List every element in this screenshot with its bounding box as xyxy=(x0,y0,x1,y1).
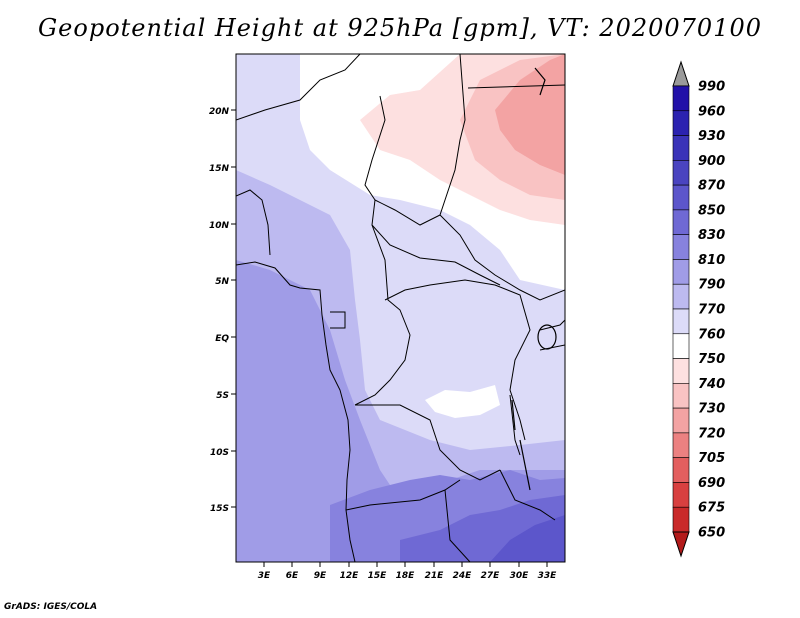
lon-label-27e: 27E xyxy=(481,571,501,581)
colorbar-label: 810 xyxy=(698,253,725,268)
colorbar-swatch xyxy=(672,333,690,359)
colorbar-swatch xyxy=(672,110,690,136)
lon-label-6e: 6E xyxy=(286,571,299,581)
map-title: Geopotential Height at 925hPa [gpm], VT:… xyxy=(38,14,762,42)
colorbar-label: 690 xyxy=(698,476,725,491)
colorbar-swatch xyxy=(672,358,690,384)
colorbar-label: 790 xyxy=(698,278,725,293)
colorbar-label: 870 xyxy=(698,179,725,194)
lat-label-10s: 10S xyxy=(210,448,229,458)
lat-label-15s: 15S xyxy=(210,504,229,514)
longitude-axis: 3E 6E 9E 12E 15E 18E 21E 24E 27E 30E 33E xyxy=(258,562,557,581)
lon-label-21e: 21E xyxy=(425,571,445,581)
lat-label-eq: EQ xyxy=(215,334,229,344)
colorbar-swatch xyxy=(672,135,690,161)
lon-label-9e: 9E xyxy=(314,571,327,581)
lon-label-18e: 18E xyxy=(396,571,416,581)
colorbar-label: 850 xyxy=(698,203,725,218)
colorbar-label: 990 xyxy=(698,80,725,95)
lon-label-12e: 12E xyxy=(340,571,360,581)
lon-label-3e: 3E xyxy=(258,571,271,581)
field-870-900 xyxy=(490,515,565,562)
colorbar-label: 740 xyxy=(698,377,725,392)
colorbar-swatch xyxy=(672,432,690,458)
colorbar-swatch xyxy=(672,209,690,235)
colorbar-swatch xyxy=(672,383,690,409)
lon-label-30e: 30E xyxy=(510,571,530,581)
colorbar-swatch xyxy=(672,184,690,211)
colorbar-swatch xyxy=(672,482,690,508)
lon-label-15e: 15E xyxy=(368,571,388,581)
lat-label-5s: 5S xyxy=(216,391,229,401)
colorbar-label: 650 xyxy=(698,526,725,541)
colorbar-label: 900 xyxy=(698,154,725,169)
map-frame xyxy=(235,53,566,563)
colorbar-swatch xyxy=(672,234,690,260)
field-760-770-patch xyxy=(425,385,500,418)
colorbar-label: 960 xyxy=(698,104,725,119)
colorbar-swatch xyxy=(672,85,690,112)
colorbar-label: 720 xyxy=(698,426,725,441)
field-730-740 xyxy=(495,54,565,175)
colorbar-label: 730 xyxy=(698,402,725,417)
grads-credit: GrADS: IGES/COLA xyxy=(4,602,98,612)
colorbar-swatch xyxy=(672,283,690,310)
lat-label-10n: 10N xyxy=(209,221,230,231)
lat-label-5n: 5N xyxy=(215,277,229,287)
lat-label-15n: 15N xyxy=(209,164,230,174)
map-plot-area xyxy=(236,54,565,562)
colorbar-label: 770 xyxy=(698,303,725,318)
colorbar: 990 960 930 900 870 850 830 810 790 770 760 750 740 7… xyxy=(672,60,725,558)
colorbar-label: 930 xyxy=(698,129,725,144)
colorbar-swatch xyxy=(672,259,690,285)
colorbar-swatch xyxy=(672,407,690,434)
lon-label-33e: 33E xyxy=(538,571,558,581)
colorbar-label: 675 xyxy=(698,501,725,516)
colorbar-swatch xyxy=(672,160,690,186)
lakes xyxy=(511,67,557,491)
colorbar-label: 705 xyxy=(698,451,725,466)
country-borders xyxy=(236,54,565,562)
latitude-axis: 20N 15N 10N 5N EQ 5S 10S 15S xyxy=(209,107,236,514)
colorbar-label: 750 xyxy=(698,352,725,367)
colorbar-swatch xyxy=(672,457,690,483)
colorbar-swatch xyxy=(672,506,690,533)
colorbar-bottom-arrow xyxy=(672,531,690,558)
lat-label-20n: 20N xyxy=(209,107,230,117)
colorbar-swatch xyxy=(672,308,690,335)
colorbar-label: 830 xyxy=(698,228,725,243)
colorbar-label: 760 xyxy=(698,327,725,342)
colorbar-top-arrow xyxy=(672,60,690,87)
lon-label-24e: 24E xyxy=(453,571,473,581)
